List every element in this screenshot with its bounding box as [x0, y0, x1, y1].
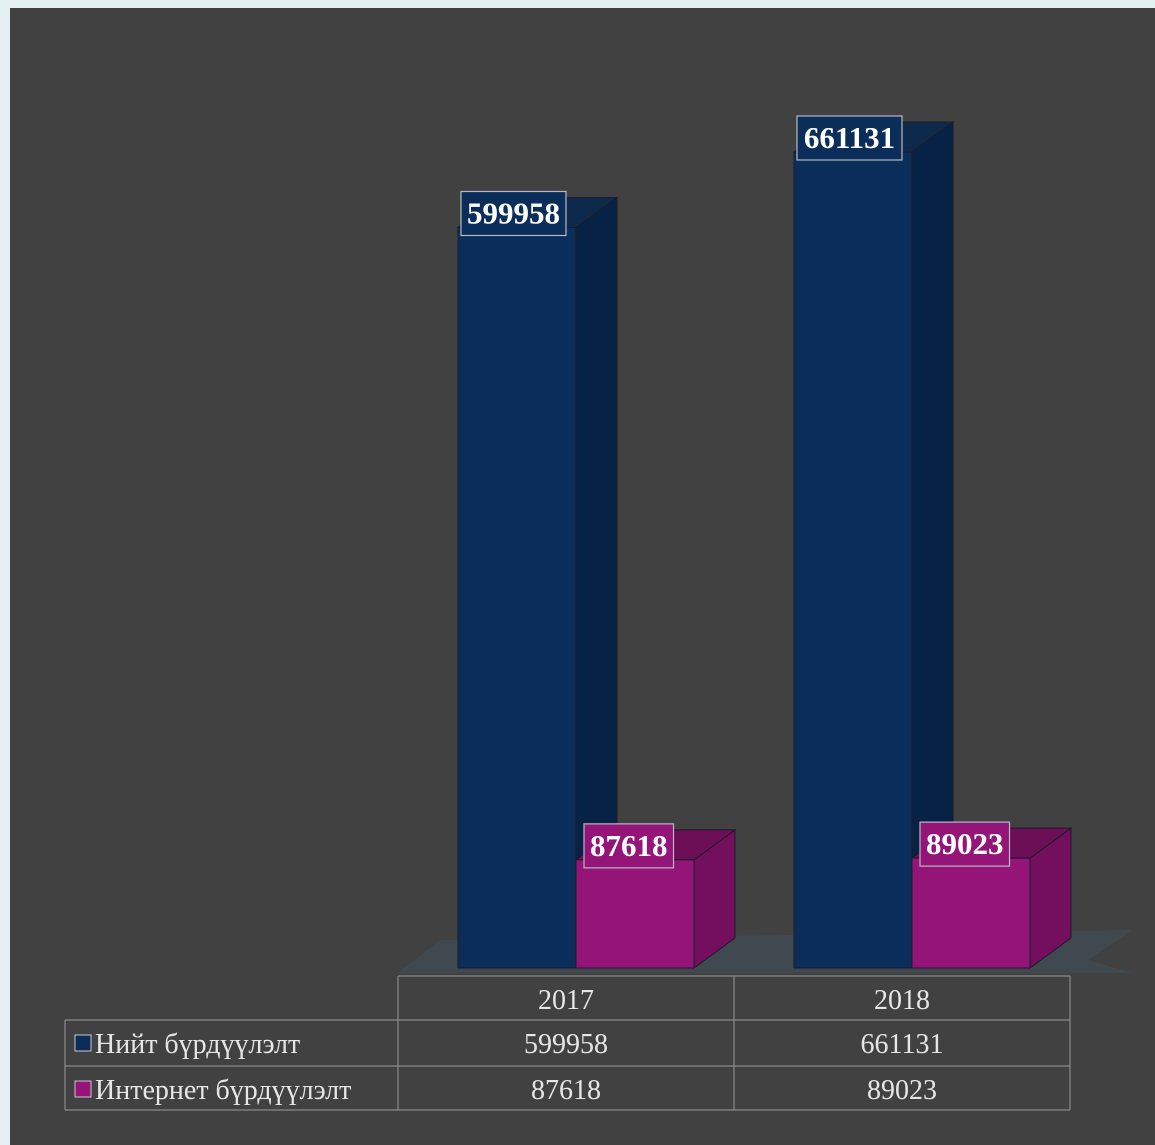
- data-label-box: [583, 823, 675, 869]
- bar-front: [457, 227, 577, 969]
- bar-front: [575, 859, 695, 969]
- legend-key: [74, 1034, 92, 1052]
- data-label-text: 599958: [467, 196, 560, 231]
- data-label: 661131: [796, 115, 903, 161]
- bar-chart-3d: 599958 87618 661131 89023 2017 2018 Нийт бүрд…: [64, 115, 1132, 1111]
- table-header-cell: 2017: [538, 985, 594, 1016]
- legend-key: [74, 1080, 92, 1098]
- bar: [574, 828, 737, 969]
- legend-series-name: Нийт бүрдүүлэлт: [95, 1029, 300, 1060]
- table-value-cell: 661131: [861, 1029, 944, 1060]
- legend-series-name: Интернет бүрдүүлэлт: [95, 1075, 351, 1106]
- data-label-box: [796, 115, 903, 161]
- data-label-box: [460, 190, 567, 237]
- bar: [792, 121, 955, 969]
- chart-area: 599958 87618 661131 89023 2017 2018 Нийт бүрд…: [10, 8, 1155, 1145]
- data-label: 599958: [460, 190, 567, 237]
- table-value-cell: 599958: [524, 1029, 608, 1060]
- table-value-cell: 87618: [531, 1075, 601, 1106]
- data-label: 87618: [583, 823, 675, 869]
- table-header-cell: 2018: [874, 985, 930, 1016]
- table-value-cell: 89023: [867, 1075, 937, 1106]
- bar-front: [911, 857, 1031, 969]
- bar: [456, 196, 619, 969]
- data-label-text: 661131: [804, 120, 895, 155]
- data-label: 89023: [919, 821, 1011, 867]
- bar-front: [793, 151, 913, 969]
- data-label-text: 89023: [926, 826, 1004, 861]
- data-label-box: [919, 821, 1011, 867]
- data-label-text: 87618: [590, 828, 668, 863]
